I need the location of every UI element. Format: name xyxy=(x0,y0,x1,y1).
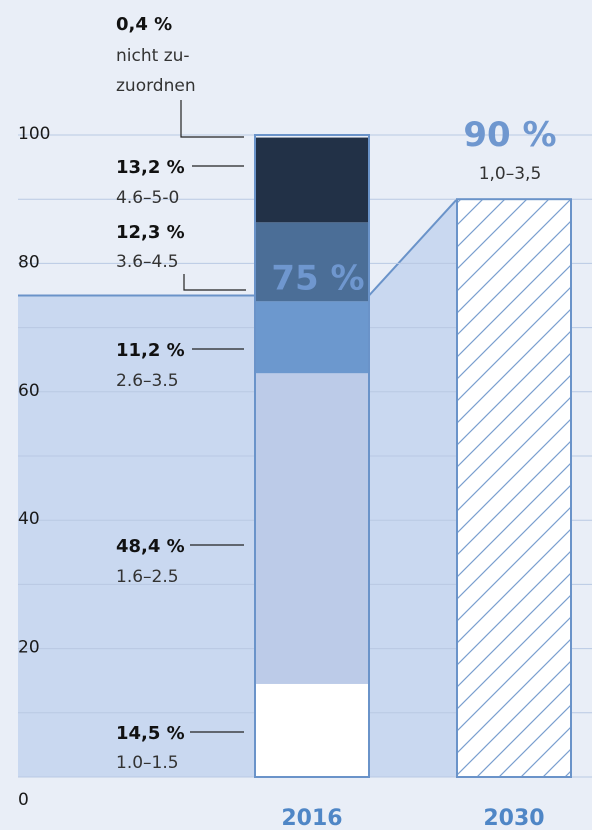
segment-pct-label: 11,2 % xyxy=(116,340,185,361)
segment-pct-label: 13,2 % xyxy=(116,157,185,178)
share-2016-label: 75 % xyxy=(271,259,364,299)
callout-line xyxy=(183,274,246,291)
segment-range-label: 2.6–3.5 xyxy=(116,371,179,391)
segment-range-label: zuordnen xyxy=(116,76,196,96)
segment-pct-label: 48,4 % xyxy=(116,536,185,557)
y-tick-label: 40 xyxy=(18,509,40,529)
y-tick-label: 20 xyxy=(18,638,40,658)
y-tick-label: 100 xyxy=(18,124,50,144)
y-tick-label: 0 xyxy=(18,790,29,810)
x-category-label: 2016 xyxy=(281,806,342,830)
y-tick-label: 60 xyxy=(18,381,40,401)
target-2030-label: 90 % xyxy=(463,115,556,155)
segment-range-label: 4.6–5-0 xyxy=(116,188,179,208)
segment-range-label: nicht zu- xyxy=(116,46,190,66)
bar-2030 xyxy=(456,198,572,778)
segment-range-label: 3.6–4.5 xyxy=(116,252,179,272)
bar-outline-2016 xyxy=(254,134,370,778)
share-band xyxy=(18,199,457,777)
bar-segment-2016 xyxy=(255,301,369,374)
segment-pct-label: 14,5 % xyxy=(116,723,185,744)
segment-pct-label: 0,4 % xyxy=(116,14,172,35)
target-2030-range: 1,0–3,5 xyxy=(479,164,542,184)
bar-segment-2016 xyxy=(255,373,369,684)
callout-line xyxy=(180,100,244,138)
bar-segment-2016 xyxy=(255,683,369,777)
segment-range-label: 1.6–2.5 xyxy=(116,567,179,587)
bar-segment-2016 xyxy=(255,137,369,223)
bar-segment-2016 xyxy=(255,222,369,302)
y-tick-label: 80 xyxy=(18,252,40,272)
segment-pct-label: 12,3 % xyxy=(116,222,185,243)
x-category-label: 2030 xyxy=(483,806,544,830)
segment-range-label: 1.0–1.5 xyxy=(116,753,179,773)
